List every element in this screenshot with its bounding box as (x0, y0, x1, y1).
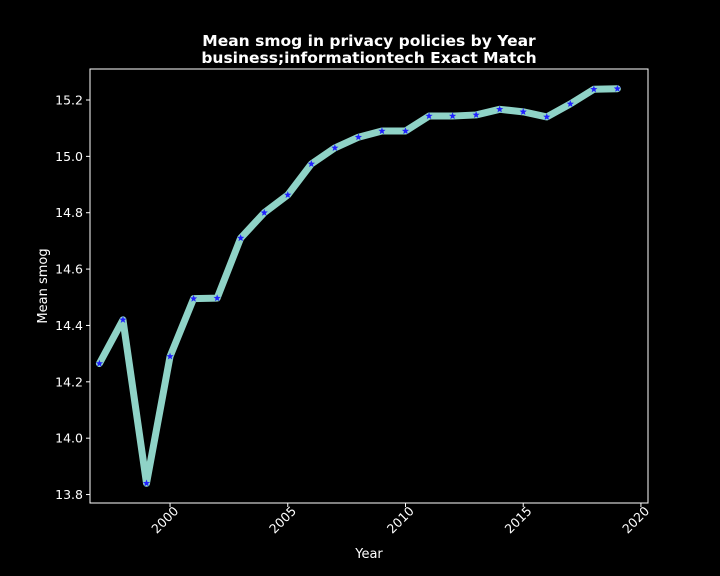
data-point (590, 85, 598, 93)
data-point (237, 234, 245, 242)
x-tick-label: 2010 (384, 503, 417, 536)
data-point (354, 133, 363, 141)
series-layer (95, 84, 622, 487)
x-tick-label: 2015 (501, 503, 534, 536)
data-point (425, 112, 433, 120)
data-point (566, 100, 574, 108)
data-point (543, 113, 551, 120)
y-tick-label: 14.4 (55, 318, 83, 333)
data-point (307, 160, 315, 168)
y-tick-label: 15.0 (55, 149, 83, 164)
plot-area (89, 68, 649, 504)
data-point (284, 191, 292, 199)
data-point (213, 294, 221, 302)
y-axis-label: Mean smog (36, 248, 51, 323)
y-axis: 13.8 14.0 14.2 14.4 14.6 14.8 15.0 15.2 (55, 93, 90, 502)
y-tick-label: 14.2 (55, 374, 83, 389)
x-axis: 2000 2005 2010 2015 2020 (148, 503, 652, 536)
x-tick-label: 2000 (148, 503, 181, 536)
y-tick-label: 14.8 (55, 205, 83, 220)
data-point (142, 479, 151, 487)
chart-subtitle: business;informationtech Exact Match (201, 49, 536, 67)
data-point (401, 127, 410, 135)
data-point (95, 359, 104, 367)
data-point (519, 108, 527, 115)
y-tick-label: 15.2 (55, 93, 83, 108)
series-line (95, 85, 621, 487)
y-tick-label: 14.6 (55, 262, 83, 277)
data-point (119, 316, 127, 323)
x-axis-label: Year (354, 547, 383, 562)
data-point (496, 105, 504, 113)
data-point (331, 144, 339, 151)
data-point (448, 112, 457, 120)
x-tick-label: 2020 (619, 503, 652, 536)
data-point (378, 127, 386, 135)
x-tick-label: 2005 (266, 503, 299, 536)
data-point (260, 208, 268, 216)
data-point (613, 84, 622, 92)
data-point (472, 111, 480, 119)
data-point (189, 294, 198, 302)
y-tick-label: 13.8 (55, 487, 83, 502)
chart-title: Mean smog in privacy policies by Year (202, 32, 536, 50)
data-point (166, 352, 174, 360)
y-tick-label: 14.0 (55, 431, 83, 446)
